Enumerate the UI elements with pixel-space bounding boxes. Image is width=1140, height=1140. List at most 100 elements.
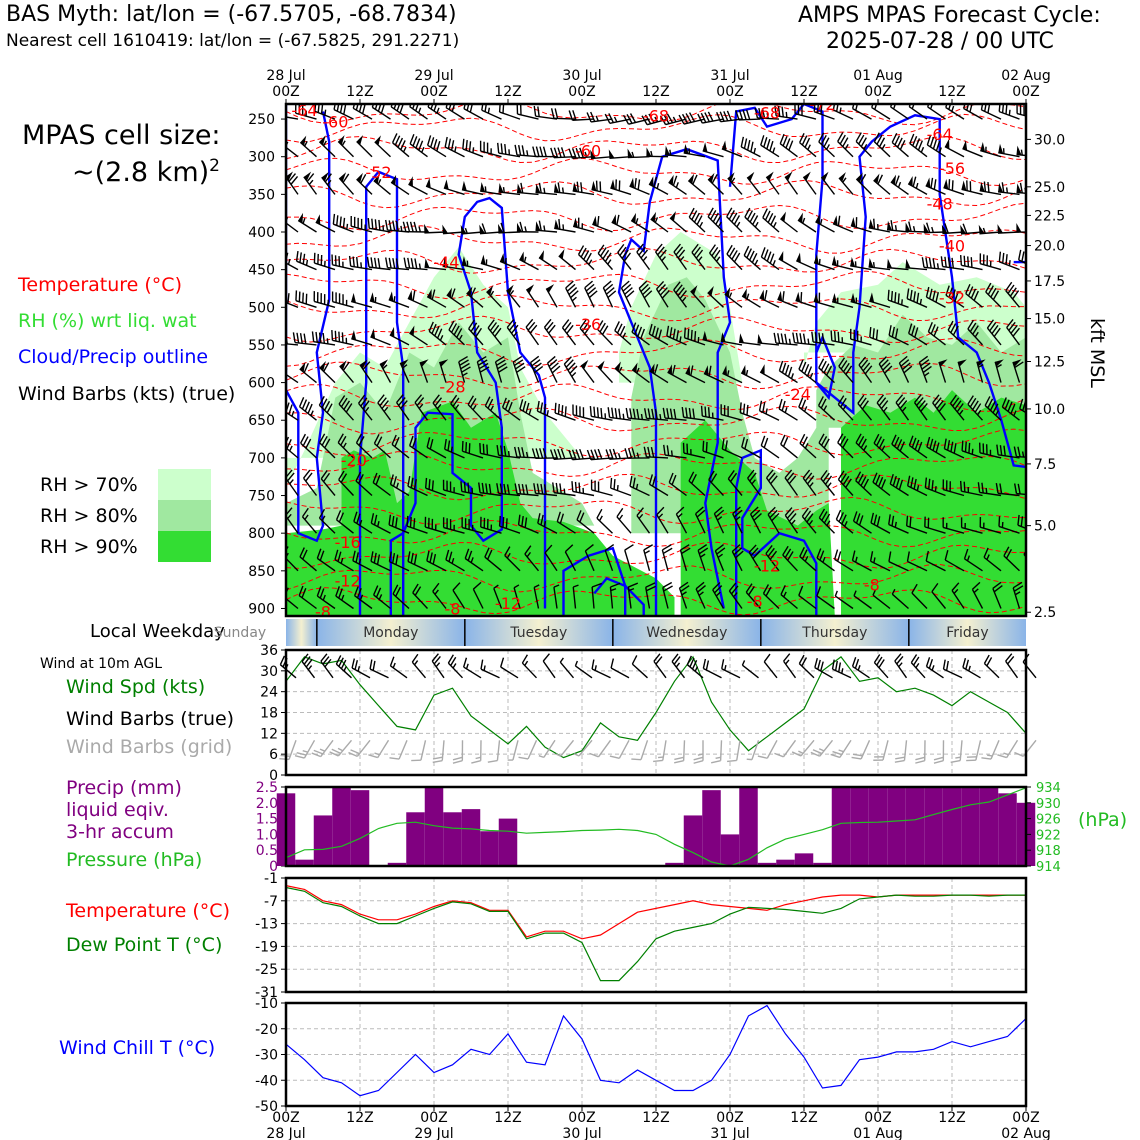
temperature-label: -48 bbox=[927, 194, 953, 213]
wind-barb-grid bbox=[950, 740, 963, 764]
barb-half-feather bbox=[302, 750, 308, 753]
wind-barb bbox=[610, 179, 632, 196]
barb-full-feather bbox=[780, 333, 784, 344]
barb-staff bbox=[872, 594, 891, 610]
barb-half-feather bbox=[340, 557, 344, 564]
barb-staff bbox=[714, 550, 725, 572]
barb-full-feather bbox=[860, 438, 867, 449]
wind-barb bbox=[967, 395, 984, 421]
barb-pennant bbox=[721, 140, 727, 151]
barb-half-feather bbox=[546, 410, 549, 416]
barb-staff bbox=[925, 560, 946, 572]
wind-barb bbox=[951, 582, 965, 609]
barb-full-feather bbox=[705, 660, 710, 671]
barb-full-feather bbox=[770, 215, 777, 226]
barb-full-feather bbox=[616, 323, 623, 334]
barb-full-feather bbox=[910, 654, 918, 664]
wind-barb bbox=[667, 364, 687, 384]
barb-full-feather bbox=[968, 442, 971, 454]
barb-pennant bbox=[980, 141, 986, 153]
y-tick-label: -50 bbox=[255, 1099, 278, 1115]
barb-pennant bbox=[741, 364, 746, 376]
barb-full-feather bbox=[402, 221, 407, 232]
barb-full-feather bbox=[711, 759, 721, 764]
barb-full-feather bbox=[799, 433, 806, 444]
barb-half-feather bbox=[310, 410, 314, 417]
barb-staff bbox=[743, 254, 761, 271]
barb-staff bbox=[390, 181, 410, 195]
precip-bar bbox=[498, 818, 518, 866]
barb-full-feather bbox=[708, 365, 712, 377]
barb-full-feather bbox=[570, 290, 579, 299]
barb-full-feather bbox=[298, 291, 301, 302]
barb-half-feather bbox=[417, 107, 422, 114]
barb-half-feather bbox=[936, 263, 940, 269]
top-date-label: 01 Aug bbox=[853, 68, 903, 84]
barb-full-feather bbox=[768, 472, 776, 482]
wind-barb bbox=[524, 545, 540, 572]
barb-staff bbox=[572, 414, 595, 421]
barb-staff bbox=[683, 152, 706, 158]
barb-half-feather bbox=[803, 406, 808, 412]
barb-staff bbox=[443, 526, 465, 534]
wind-barb-true bbox=[631, 655, 648, 679]
barb-full-feather bbox=[591, 582, 602, 588]
barb-full-feather bbox=[505, 518, 508, 529]
barb-half-feather bbox=[989, 449, 992, 456]
barb-full-feather bbox=[872, 328, 875, 339]
barb-full-feather bbox=[921, 362, 931, 370]
barb-staff bbox=[535, 191, 558, 196]
pressure-tick-label: 350 bbox=[248, 187, 275, 203]
x-hour-label: 00Z bbox=[716, 1110, 743, 1126]
y-tick-label: -31 bbox=[255, 985, 278, 1001]
barb-half-feather bbox=[772, 147, 776, 154]
barb-full-feather bbox=[604, 252, 612, 262]
kft-tick-label: 7.5 bbox=[1034, 457, 1056, 473]
barb-staff bbox=[870, 560, 891, 572]
barb-full-feather bbox=[795, 332, 799, 344]
barb-full-feather bbox=[467, 395, 475, 405]
wind-barb bbox=[356, 172, 373, 195]
barb-full-feather bbox=[760, 247, 766, 258]
barb-full-feather bbox=[730, 472, 738, 482]
barb-full-feather bbox=[412, 290, 416, 301]
pressure-tick-label: 550 bbox=[248, 338, 275, 354]
precip-bar bbox=[665, 862, 684, 866]
barb-half-feather bbox=[454, 146, 457, 153]
barb-full-feather bbox=[640, 249, 649, 259]
wind-barb-grid bbox=[851, 740, 871, 760]
barb-full-feather bbox=[539, 146, 544, 157]
wind-barb bbox=[923, 222, 946, 234]
panel-frame bbox=[284, 785, 1028, 868]
barb-staff bbox=[798, 368, 817, 384]
barb-full-feather bbox=[410, 477, 414, 488]
kft-tick-label: 10.0 bbox=[1034, 402, 1065, 418]
barb-half-feather bbox=[595, 115, 599, 122]
precip-bar bbox=[424, 787, 444, 866]
barb-full-feather bbox=[874, 756, 884, 758]
wind-barb bbox=[834, 590, 854, 610]
barb-staff bbox=[535, 229, 558, 233]
barb-full-feather bbox=[497, 362, 507, 370]
wind-barb bbox=[622, 113, 650, 125]
wind-barb bbox=[390, 174, 410, 195]
wind-barb-true bbox=[814, 658, 833, 679]
barb-half-feather bbox=[382, 225, 385, 231]
barb-staff bbox=[837, 403, 854, 421]
wind-barb bbox=[352, 104, 373, 120]
barb-half-feather bbox=[341, 140, 346, 146]
barb-full-feather bbox=[915, 760, 925, 764]
barb-pennant bbox=[546, 284, 555, 293]
barb-full-feather bbox=[1003, 546, 1010, 557]
wind-barb bbox=[514, 483, 539, 497]
barb-full-feather bbox=[568, 287, 578, 295]
barb-full-feather bbox=[823, 513, 831, 524]
wind-barb-true bbox=[521, 654, 538, 679]
wind-barb bbox=[479, 140, 502, 158]
wind-barb bbox=[1003, 546, 1020, 572]
barb-full-feather bbox=[952, 397, 960, 407]
barb-full-feather bbox=[927, 478, 931, 490]
wind-barb-true bbox=[591, 659, 611, 679]
barb-half-feather bbox=[898, 662, 903, 668]
top-date-label: 02 Aug bbox=[1001, 68, 1051, 84]
